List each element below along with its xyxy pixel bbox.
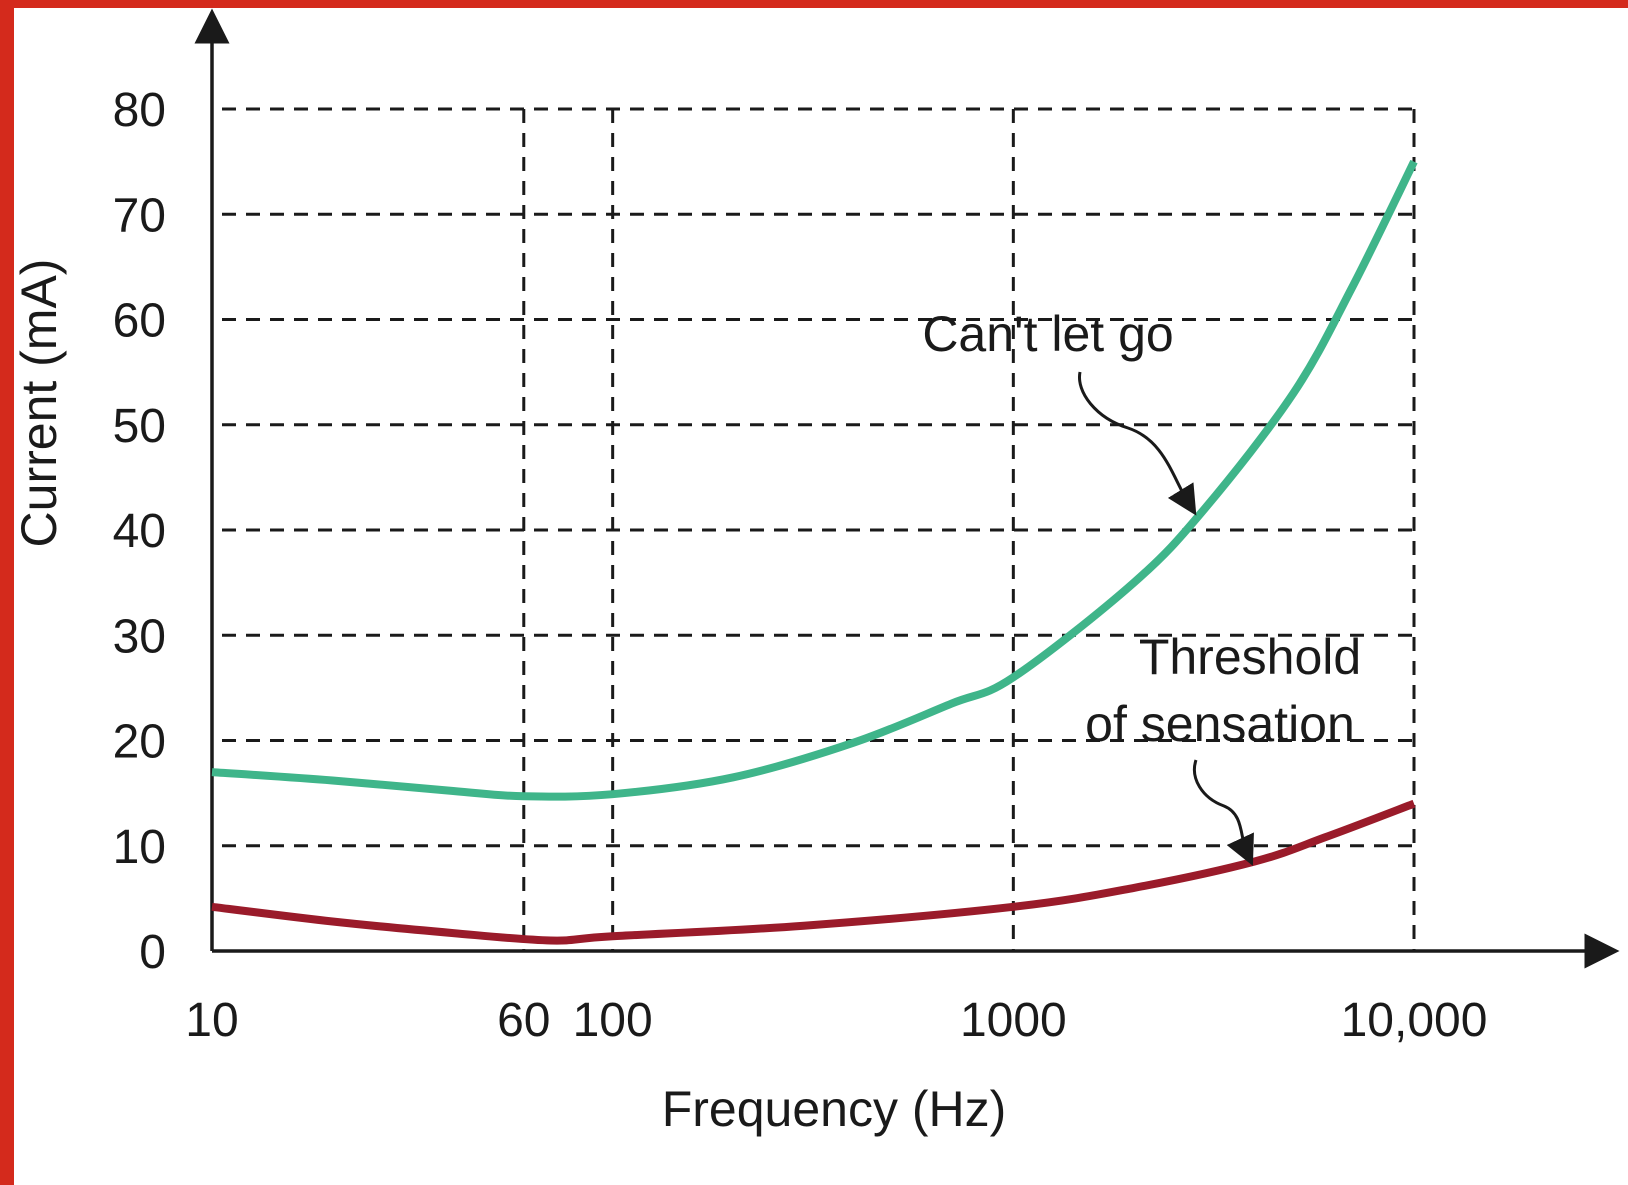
y-tick-label-10: 10 xyxy=(113,821,166,874)
current-vs-frequency-chart: 0 10 20 30 40 50 60 70 80 10 60 100 1000 10,000 Can't… xyxy=(14,8,1620,1137)
series-lines xyxy=(211,159,1418,945)
x-tick-label-10000: 10,000 xyxy=(1341,994,1488,1047)
annotation-cant-let-go: Can't let go xyxy=(922,306,1173,362)
y-tick-label-80: 80 xyxy=(113,84,166,137)
y-tick-label-40: 40 xyxy=(113,505,166,558)
y-tick-label-70: 70 xyxy=(113,189,166,242)
series-line-threshold xyxy=(211,799,1416,945)
chart-frame: 0 10 20 30 40 50 60 70 80 10 60 100 1000 10,000 Can't… xyxy=(14,8,1628,1185)
leader-arrow-cant-let-go xyxy=(1078,371,1197,516)
y-tick-label-30: 30 xyxy=(113,610,166,663)
axes xyxy=(194,8,1620,969)
x-tick-label-100: 100 xyxy=(573,994,653,1047)
tick-labels: 0 10 20 30 40 50 60 70 80 10 60 100 1000 10,000 xyxy=(113,84,1488,1047)
x-tick-label-10: 10 xyxy=(185,994,238,1047)
y-tick-label-60: 60 xyxy=(113,295,166,348)
x-tick-label-1000: 1000 xyxy=(960,994,1067,1047)
y-axis-title: Current (mA) xyxy=(14,259,67,548)
annotation-threshold: Threshold xyxy=(1139,629,1361,685)
grid-lines xyxy=(222,107,1416,951)
y-tick-label-20: 20 xyxy=(113,716,166,769)
annotations: Can't let go Threshold of sensation xyxy=(922,306,1361,866)
x-axis-title: Frequency (Hz) xyxy=(662,1081,1007,1137)
y-tick-label-0: 0 xyxy=(139,926,166,979)
series-line-cant_let_go xyxy=(211,159,1418,801)
leader-arrow-threshold xyxy=(1193,759,1254,866)
x-tick-label-60: 60 xyxy=(497,994,550,1047)
y-tick-label-50: 50 xyxy=(113,400,166,453)
annotation-of-sensation: of sensation xyxy=(1085,696,1355,752)
